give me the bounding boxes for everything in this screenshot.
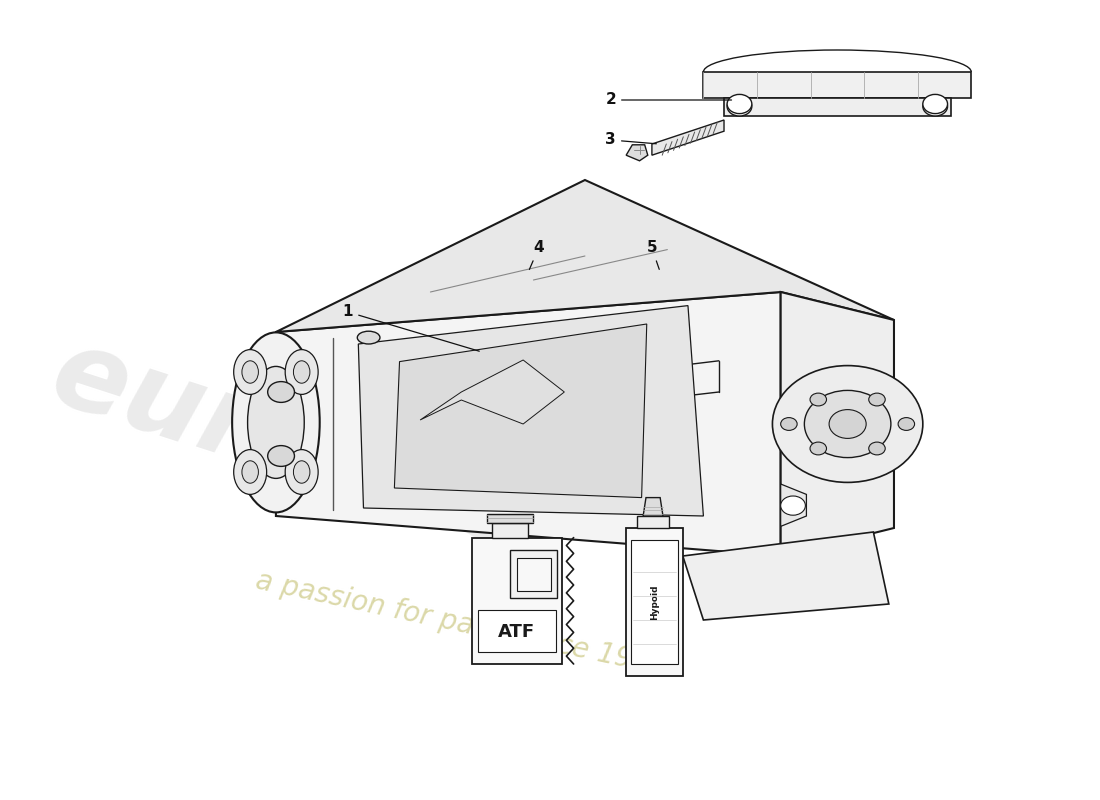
Polygon shape xyxy=(276,292,781,556)
Circle shape xyxy=(772,366,923,482)
Circle shape xyxy=(869,442,886,455)
Polygon shape xyxy=(683,532,889,620)
Ellipse shape xyxy=(358,331,379,344)
Polygon shape xyxy=(395,324,647,498)
Circle shape xyxy=(810,393,826,406)
Polygon shape xyxy=(781,484,806,526)
Circle shape xyxy=(781,496,805,515)
Text: a passion for parts since 1985: a passion for parts since 1985 xyxy=(253,566,670,682)
Ellipse shape xyxy=(232,333,320,513)
Ellipse shape xyxy=(233,450,266,494)
Polygon shape xyxy=(626,145,648,161)
Polygon shape xyxy=(638,516,669,528)
Text: ATF: ATF xyxy=(498,623,536,641)
Polygon shape xyxy=(652,120,724,155)
Polygon shape xyxy=(276,180,894,332)
Ellipse shape xyxy=(294,361,310,383)
Circle shape xyxy=(727,97,751,116)
Circle shape xyxy=(810,442,826,455)
Polygon shape xyxy=(781,292,894,556)
Circle shape xyxy=(267,446,295,466)
Circle shape xyxy=(781,418,798,430)
Polygon shape xyxy=(492,523,528,538)
Circle shape xyxy=(829,410,866,438)
Ellipse shape xyxy=(242,361,258,383)
Polygon shape xyxy=(472,538,562,664)
Text: 4: 4 xyxy=(529,241,543,270)
Ellipse shape xyxy=(233,350,266,394)
Text: europes: europes xyxy=(40,319,554,577)
Text: 2: 2 xyxy=(605,93,732,107)
Polygon shape xyxy=(359,306,703,516)
Polygon shape xyxy=(477,610,557,652)
Circle shape xyxy=(727,94,751,114)
Polygon shape xyxy=(487,514,534,523)
Ellipse shape xyxy=(242,461,258,483)
Circle shape xyxy=(267,382,295,402)
Ellipse shape xyxy=(285,350,318,394)
Circle shape xyxy=(923,97,947,116)
Polygon shape xyxy=(420,360,564,424)
Polygon shape xyxy=(703,72,971,98)
Ellipse shape xyxy=(248,366,305,478)
Polygon shape xyxy=(517,558,550,590)
Polygon shape xyxy=(644,498,663,516)
Polygon shape xyxy=(724,98,950,116)
Ellipse shape xyxy=(285,450,318,494)
Text: Hypoid: Hypoid xyxy=(650,584,659,620)
Polygon shape xyxy=(631,540,678,664)
Ellipse shape xyxy=(294,461,310,483)
Text: 1: 1 xyxy=(343,305,480,351)
Circle shape xyxy=(898,418,914,430)
Polygon shape xyxy=(509,550,557,598)
Circle shape xyxy=(869,393,886,406)
Text: 3: 3 xyxy=(605,133,657,147)
Circle shape xyxy=(804,390,891,458)
Circle shape xyxy=(923,94,947,114)
Polygon shape xyxy=(626,528,683,676)
Text: 5: 5 xyxy=(647,241,659,270)
